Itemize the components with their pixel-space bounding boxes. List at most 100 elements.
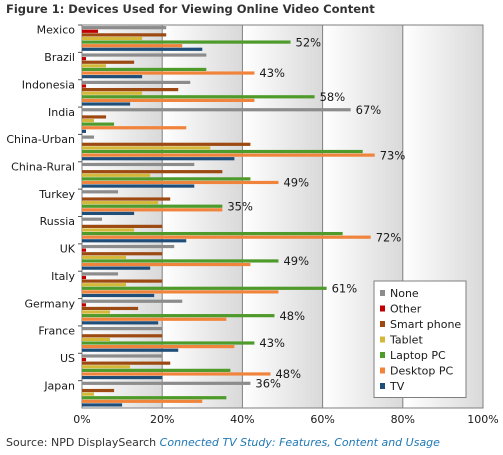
bar-none <box>82 53 207 57</box>
bar-tablet <box>82 91 143 95</box>
bar-laptop-pc <box>82 40 291 44</box>
bar-none <box>82 299 183 303</box>
data-label: 72% <box>376 230 402 244</box>
legend-label: Laptop PC <box>390 349 446 362</box>
bar-desktop-pc <box>82 180 279 185</box>
bar-laptop-pc <box>82 341 255 345</box>
bar-smart-phone <box>82 306 139 311</box>
bar-desktop-pc <box>82 71 255 75</box>
data-label: 43% <box>259 336 285 350</box>
bar-smart-phone <box>82 33 167 37</box>
bar-none <box>82 80 191 84</box>
x-tick-label: 20% <box>150 413 174 426</box>
category-label: Germany <box>24 297 75 310</box>
bar-smart-phone <box>82 115 107 119</box>
bar-tablet <box>82 64 107 68</box>
bar-other <box>82 248 87 252</box>
bar-desktop-pc <box>82 290 279 294</box>
bar-none <box>82 162 195 167</box>
category-label: US <box>60 352 75 365</box>
bar-smart-phone <box>82 170 223 174</box>
bar-laptop-pc <box>82 204 223 208</box>
legend-label: Other <box>390 303 422 316</box>
bar-tablet <box>82 392 95 396</box>
bar-tablet <box>82 228 135 232</box>
x-tick-label: 40% <box>230 413 254 426</box>
bar-other <box>82 275 87 280</box>
bar-tv <box>82 184 195 188</box>
bar-tv <box>82 75 143 79</box>
bar-tv <box>82 239 187 243</box>
legend-label: None <box>390 287 419 300</box>
source-link[interactable]: Connected TV Study: Features, Content an… <box>159 436 440 449</box>
bar-laptop-pc <box>82 177 251 181</box>
bar-none <box>82 190 119 194</box>
bar-desktop-pc <box>82 153 375 157</box>
legend-swatch <box>380 305 385 312</box>
x-tick-label: 0% <box>73 413 90 426</box>
bar-tablet <box>82 310 111 314</box>
bar-none <box>82 217 103 221</box>
plot-band <box>242 25 323 408</box>
data-label: 48% <box>279 309 305 323</box>
bar-tablet <box>82 201 159 205</box>
x-tick-label: 60% <box>310 413 334 426</box>
category-label: Italy <box>51 270 75 283</box>
bar-desktop-pc <box>82 345 235 349</box>
data-label: 49% <box>283 254 309 268</box>
data-label: 58% <box>320 90 346 104</box>
bar-other <box>82 357 87 362</box>
bar-none <box>82 272 119 276</box>
bar-laptop-pc <box>82 122 115 126</box>
bar-smart-phone <box>82 279 163 283</box>
bar-desktop-pc <box>82 126 187 130</box>
bar-smart-phone <box>82 142 251 146</box>
data-label: 61% <box>332 281 358 295</box>
bar-other <box>82 57 87 61</box>
legend-box <box>373 280 467 398</box>
bar-laptop-pc <box>82 95 315 99</box>
x-tick-label: 80% <box>391 413 415 426</box>
bar-desktop-pc <box>82 262 251 267</box>
category-label: Mexico <box>37 24 76 37</box>
bar-laptop-pc <box>82 368 231 372</box>
bar-none <box>82 135 95 139</box>
bar-tablet <box>82 255 127 259</box>
bar-laptop-pc <box>82 314 275 318</box>
bar-tablet <box>82 283 127 287</box>
legend-swatch <box>380 367 385 374</box>
bar-desktop-pc <box>82 98 255 102</box>
data-label: 35% <box>227 199 253 213</box>
bar-tablet <box>82 118 95 123</box>
bar-desktop-pc <box>82 317 227 321</box>
bar-laptop-pc <box>82 149 363 154</box>
bar-tablet <box>82 146 211 150</box>
legend-swatch <box>380 383 385 389</box>
legend-label: TV <box>389 380 405 393</box>
bar-none <box>82 327 163 331</box>
legend-swatch <box>380 336 385 343</box>
data-label: 36% <box>255 377 281 391</box>
bar-tv <box>82 129 87 133</box>
bar-desktop-pc <box>82 235 371 239</box>
bar-tablet <box>82 173 151 177</box>
category-label: France <box>38 325 75 338</box>
bar-none <box>82 381 251 385</box>
bar-none <box>82 244 175 249</box>
bar-none <box>82 354 163 358</box>
data-label: 48% <box>275 367 301 381</box>
bar-smart-phone <box>82 87 179 92</box>
bar-desktop-pc <box>82 208 223 212</box>
category-label: China-Urban <box>6 133 75 146</box>
bar-desktop-pc <box>82 44 183 48</box>
data-label: 52% <box>296 35 322 49</box>
category-label: Turkey <box>38 188 75 201</box>
bar-smart-phone <box>82 334 163 338</box>
bar-tv <box>82 266 151 270</box>
data-label: 49% <box>283 176 309 190</box>
bar-tv <box>82 321 159 325</box>
bar-none <box>82 26 167 30</box>
legend-label: Smart phone <box>390 318 461 331</box>
data-label: 73% <box>380 148 406 162</box>
